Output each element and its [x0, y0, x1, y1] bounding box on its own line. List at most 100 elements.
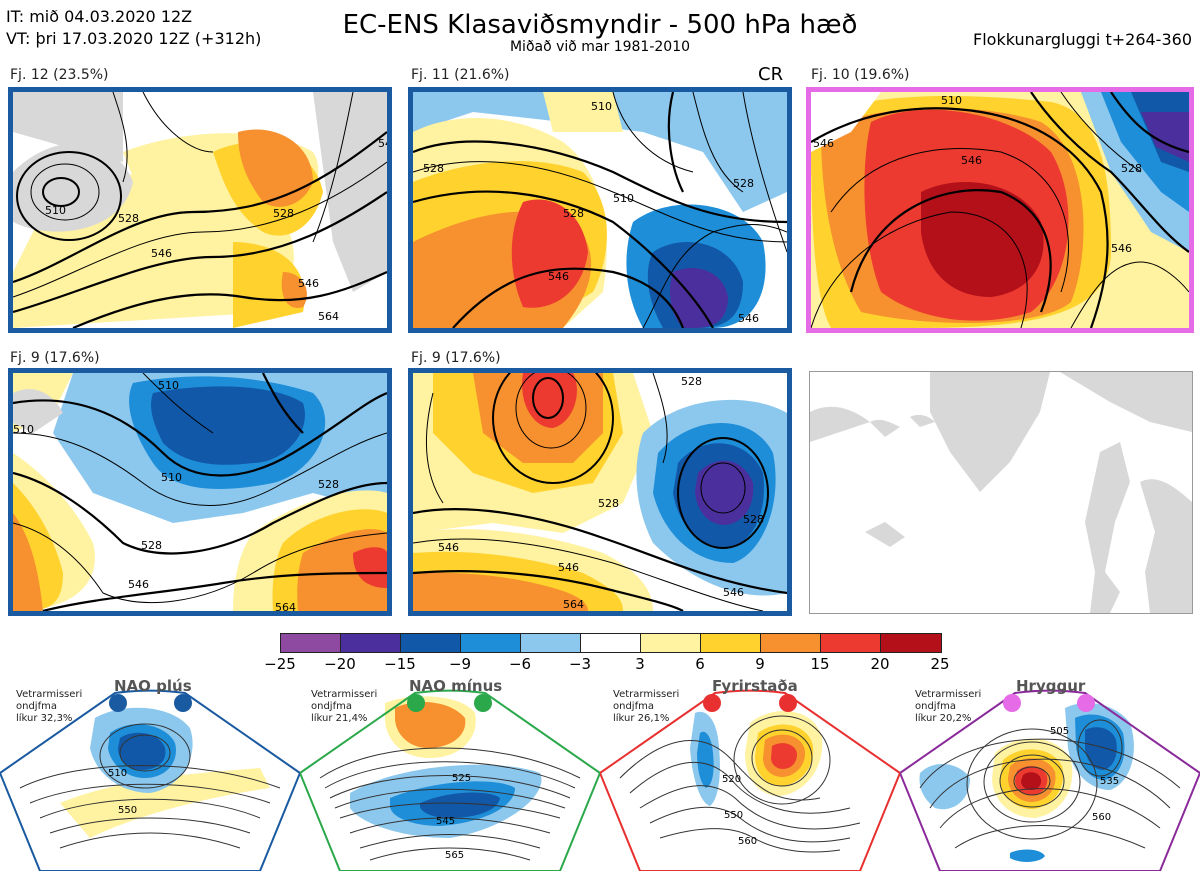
contour-label: 546	[738, 312, 759, 325]
regime-contour-label: 520	[722, 774, 741, 785]
regime-nao-plus: 510 550	[0, 678, 300, 871]
regime-note-line: Vetrarmisseri	[311, 689, 378, 700]
regime-note-line: Vetrarmisseri	[16, 689, 83, 700]
regime-title: NAO mínus	[409, 677, 503, 695]
regime-indicator-dot	[1003, 694, 1021, 712]
regime-contour-label: 505	[1050, 726, 1069, 737]
colorbar-swatch	[580, 633, 641, 653]
panel-3-label: Fj. 10 (19.6%)	[811, 67, 910, 83]
contour-label: 528	[1121, 162, 1142, 175]
contour-label: 546	[298, 277, 319, 290]
regime-blocking: 520 550 560	[600, 678, 900, 871]
cluster-map-2: 528 510 528 546 510 528 546	[408, 87, 792, 333]
contour-label: 546	[128, 578, 149, 591]
regime-contour-label: 565	[445, 850, 464, 861]
regime-note-line: ondjfma	[16, 701, 57, 712]
regime-indicator-dot	[703, 694, 721, 712]
contour-label: 564	[318, 310, 339, 323]
regime-note-line: ondjfma	[311, 701, 352, 712]
colorbar-tick: −3	[568, 655, 592, 673]
regime-indicator-dot	[407, 694, 425, 712]
regime-note-line: líkur 32,3%	[16, 713, 73, 724]
regime-contour-label: 550	[724, 810, 743, 821]
colorbar-swatch	[640, 633, 701, 653]
regime-contour-label: 545	[436, 816, 455, 827]
contour-label: 546	[1111, 242, 1132, 255]
regime-contour-label: 550	[118, 805, 137, 816]
regime-note-line: ondjfma	[915, 701, 956, 712]
regime-nao-minus: 525 545 565	[300, 678, 600, 871]
regime-note: Vetrarmisseri ondjfma líkur 20,2%	[915, 689, 981, 725]
regime-indicator-dot	[474, 694, 492, 712]
contour-label: 546	[438, 541, 459, 554]
regime-note: Vetrarmisseri ondjfma líkur 26,1%	[613, 689, 679, 725]
colorbar-tick: 15	[810, 655, 830, 673]
window-label: Flokkunargluggi t+264-360	[973, 30, 1192, 49]
regime-indicator-dot	[109, 694, 127, 712]
init-time: IT: mið 04.03.2020 12Z	[6, 7, 193, 26]
contour-label: 528	[141, 539, 162, 552]
contour-label: 510	[45, 204, 66, 217]
colorbar-tick: 3	[635, 655, 645, 673]
regime-note: Vetrarmisseri ondjfma líkur 32,3%	[16, 689, 82, 725]
panel-4-label: Fj. 9 (17.6%)	[10, 350, 100, 366]
regime-title: Hryggur	[1016, 677, 1086, 695]
regime-contour-label: 525	[452, 773, 471, 784]
panel-2-label: Fj. 11 (21.6%)	[411, 67, 510, 83]
contour-label: 510	[941, 94, 962, 107]
regime-contour-label: 535	[1100, 776, 1119, 787]
contour-label: 546	[151, 247, 172, 260]
colorbar-swatch	[400, 633, 461, 653]
contour-label: 528	[733, 177, 754, 190]
regime-note-line: líkur 20,2%	[915, 713, 972, 724]
colorbar-swatch	[340, 633, 401, 653]
page-subtitle: Miðað við mar 1981-2010	[509, 39, 691, 55]
regime-note-line: líkur 26,1%	[613, 713, 670, 724]
colorbar-swatch	[520, 633, 581, 653]
contour-label: 546	[548, 270, 569, 283]
regime-contour-label: 510	[108, 768, 127, 779]
colorbar-tick: −25	[264, 655, 296, 673]
colorbar-tick: 20	[870, 655, 890, 673]
contour-label: 510	[613, 192, 634, 205]
cluster-map-3: 510 546 528 546 546	[806, 87, 1194, 333]
regime-contour-label: 560	[738, 836, 757, 847]
colorbar-swatch	[460, 633, 521, 653]
contour-label: 528	[423, 162, 444, 175]
regime-note: Vetrarmisseri ondjfma líkur 21,4%	[311, 689, 377, 725]
colorbar-tick: 25	[930, 655, 950, 673]
colorbar-tick: −6	[508, 655, 532, 673]
colorbar-tick: 6	[695, 655, 705, 673]
colorbar-tick: 9	[755, 655, 765, 673]
regime-indicator-dot	[779, 694, 797, 712]
contour-label: 528	[563, 207, 584, 220]
valid-time: VT: þri 17.03.2020 12Z (+312h)	[6, 29, 262, 48]
contour-label: 528	[681, 375, 702, 388]
contour-label: 546	[813, 137, 834, 150]
colorbar-tick: −20	[324, 655, 356, 673]
colorbar-swatch	[880, 633, 942, 653]
panel-2-extra: CR	[758, 64, 784, 85]
colorbar-swatch	[280, 633, 341, 653]
contour-label: 528	[273, 207, 294, 220]
regime-title: NAO plús	[114, 677, 192, 695]
colorbar-swatch	[820, 633, 881, 653]
regime-indicator-dot	[174, 694, 192, 712]
cluster-map-1: 510 528 546 546 528 546 564	[8, 87, 392, 333]
regime-indicator-dot	[1077, 694, 1095, 712]
colorbar-swatch	[700, 633, 761, 653]
contour-label: 510	[161, 471, 182, 484]
panel-1-label: Fj. 12 (23.5%)	[10, 67, 109, 83]
regime-contour-label: 560	[1092, 812, 1111, 823]
contour-label: 510	[158, 379, 179, 392]
colorbar-tick: −9	[448, 655, 472, 673]
contour-label: 528	[318, 478, 339, 491]
colorbar-tick: −15	[384, 655, 416, 673]
regime-note-line: Vetrarmisseri	[613, 689, 680, 700]
contour-label: 564	[563, 598, 584, 611]
header-title-block: EC-ENS Klasaviðsmyndir - 500 hPa hæð Mið…	[0, 10, 1200, 54]
regime-title: Fyrirstaða	[712, 677, 798, 695]
regime-note-line: líkur 21,4%	[311, 713, 368, 724]
contour-label: 528	[743, 513, 764, 526]
contour-label: 564	[275, 601, 296, 611]
